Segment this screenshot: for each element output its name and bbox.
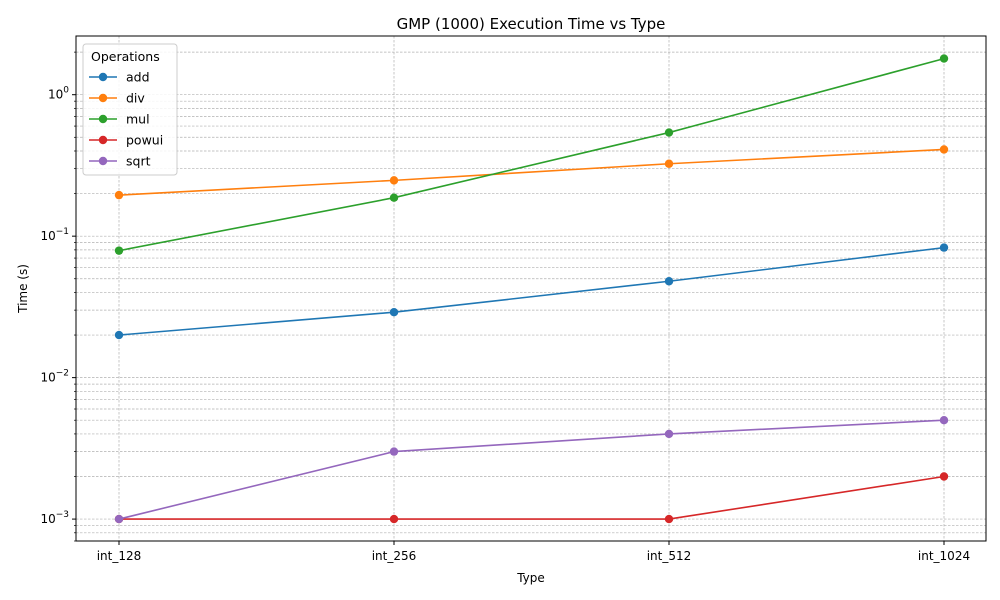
- y-axis-label: Time (s): [16, 264, 30, 314]
- data-point-sqrt: [664, 429, 674, 439]
- legend: Operations add div mul powui sqrt: [82, 43, 178, 176]
- data-point-powui: [664, 514, 674, 524]
- x-tick-label: int_256: [372, 549, 417, 563]
- series-add: [114, 243, 949, 340]
- series-powui: [114, 472, 949, 524]
- legend-label-powui: powui: [126, 133, 163, 148]
- data-point-add: [664, 277, 674, 286]
- legend-label-div: div: [126, 91, 145, 106]
- data-point-div: [389, 176, 399, 185]
- legend-marker-mul: [98, 114, 108, 124]
- series-line-mul: [118, 57, 945, 252]
- y-tick-label: 10−3: [40, 510, 69, 526]
- plot-area-frame: [75, 35, 987, 542]
- x-tick-label: int_128: [97, 549, 142, 563]
- data-point-div: [664, 159, 674, 168]
- data-point-mul: [389, 193, 399, 202]
- legend-marker-powui: [98, 135, 108, 145]
- series-group: [114, 54, 949, 524]
- legend-marker-div: [98, 93, 108, 103]
- y-tick-label: 10−2: [40, 369, 69, 385]
- chart-title: GMP (1000) Execution Time vs Type: [397, 15, 666, 33]
- series-mul: [114, 54, 949, 255]
- x-tick-label: int_512: [647, 549, 692, 563]
- data-point-add: [939, 243, 949, 252]
- data-point-div: [114, 190, 124, 200]
- x-axis-label: Type: [516, 571, 545, 585]
- data-point-mul: [664, 128, 674, 137]
- data-point-sqrt: [114, 514, 124, 524]
- legend-label-add: add: [126, 70, 150, 85]
- data-point-add: [389, 308, 399, 317]
- data-point-add: [114, 330, 124, 340]
- x-tick-label: int_1024: [918, 549, 970, 563]
- legend-label-sqrt: sqrt: [126, 154, 151, 169]
- data-point-mul: [939, 54, 949, 63]
- series-line-div: [118, 148, 945, 196]
- series-line-sqrt: [118, 419, 945, 520]
- y-tick-label: 10−1: [40, 227, 69, 243]
- data-point-div: [939, 145, 949, 154]
- legend-label-mul: mul: [126, 112, 150, 127]
- series-sqrt: [114, 416, 949, 524]
- grid: [76, 36, 986, 542]
- legend-marker-sqrt: [98, 156, 108, 166]
- data-point-sqrt: [939, 416, 949, 425]
- series-div: [114, 145, 949, 200]
- legend-title: Operations: [91, 49, 160, 64]
- data-point-powui: [389, 514, 399, 524]
- data-point-sqrt: [389, 447, 399, 456]
- series-line-powui: [119, 475, 945, 520]
- axis-ticks: int_128 int_256 int_512 int_1024 10−3 10−2 10−…: [40, 51, 970, 563]
- data-point-mul: [114, 246, 124, 255]
- series-line-add: [118, 246, 945, 336]
- y-tick-label: 100: [48, 86, 69, 102]
- legend-marker-add: [98, 72, 108, 82]
- data-point-powui: [939, 472, 949, 481]
